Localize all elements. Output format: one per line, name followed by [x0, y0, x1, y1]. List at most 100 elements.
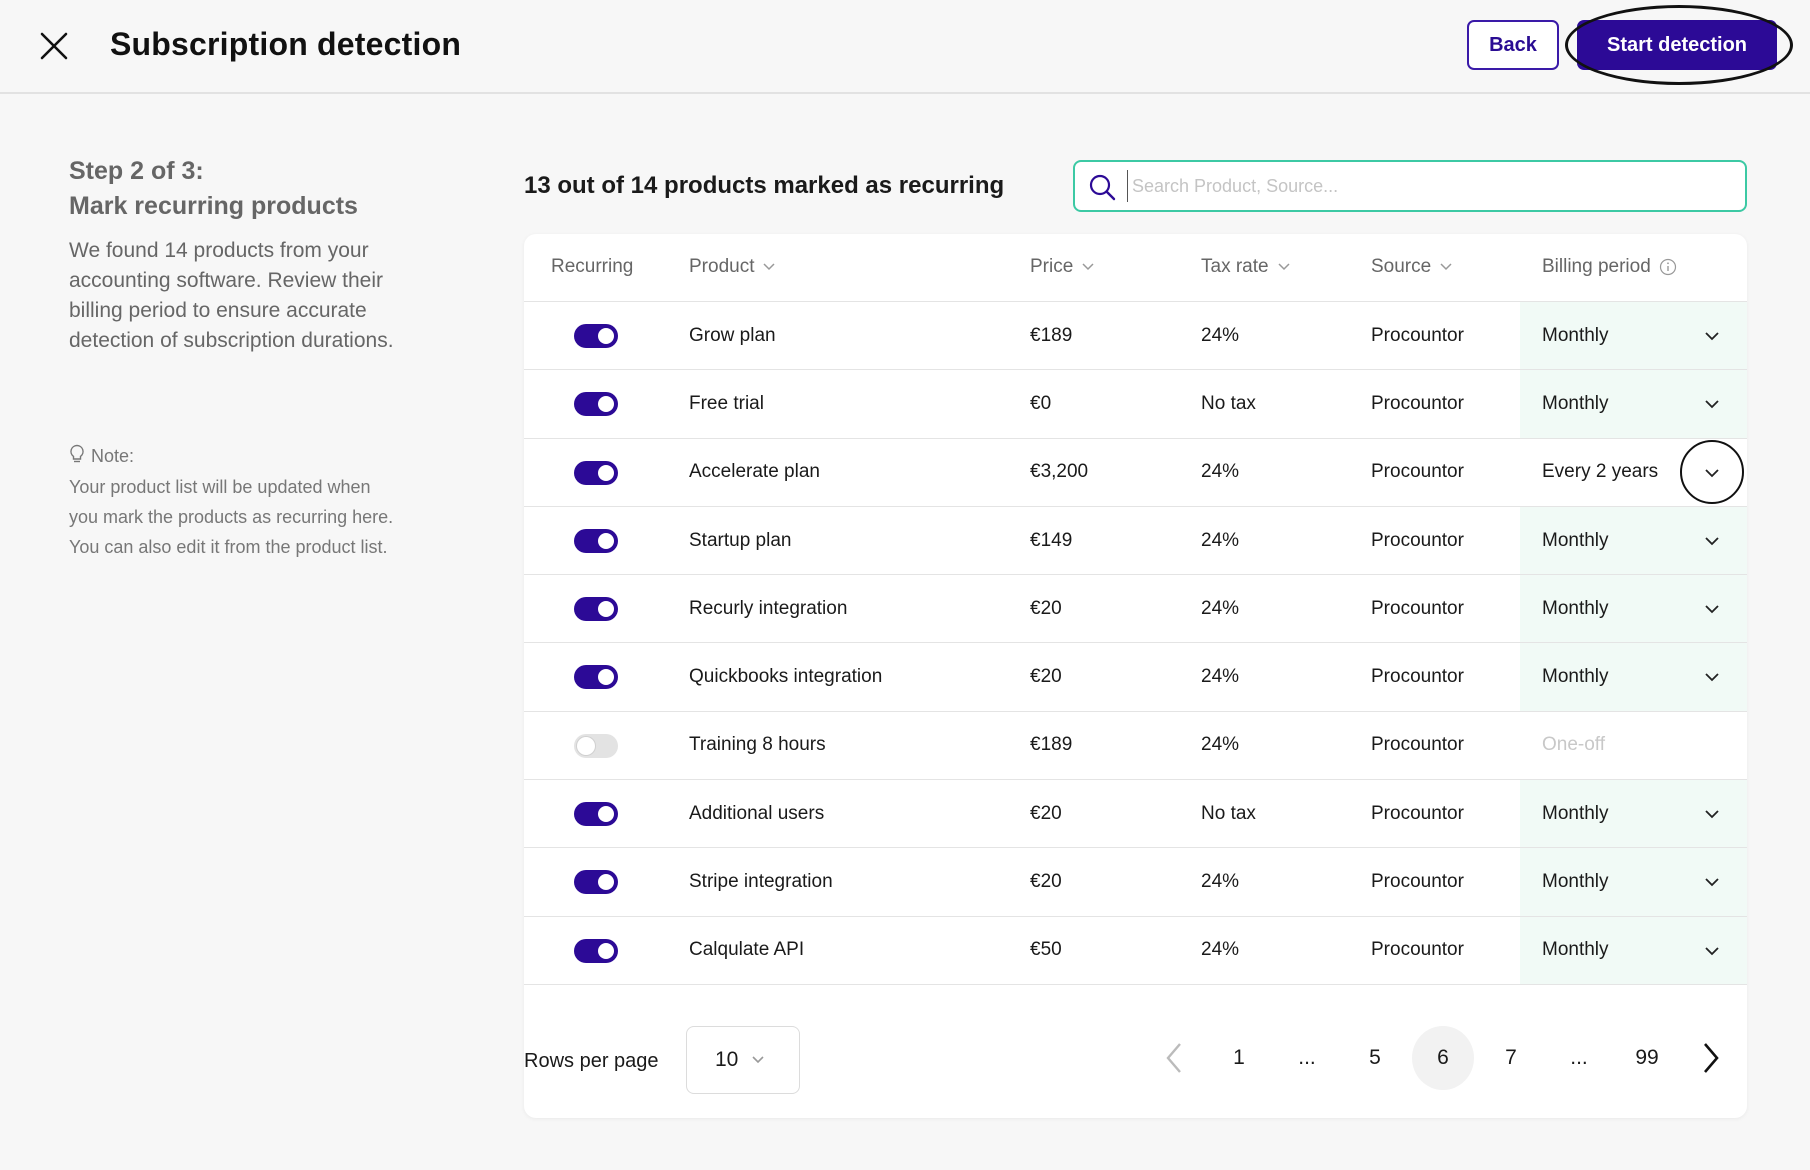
tax-rate: No tax — [1201, 802, 1256, 824]
recurring-toggle[interactable] — [574, 324, 618, 348]
tax-rate: 24% — [1201, 461, 1240, 483]
header-billing-period-label: Billing period — [1542, 256, 1651, 277]
source: Procountor — [1371, 666, 1464, 688]
price: €20 — [1030, 666, 1062, 688]
product-name: Quickbooks integration — [689, 666, 883, 688]
product-name: Stripe integration — [689, 871, 833, 893]
search-input[interactable] — [1127, 170, 1727, 202]
recurring-count: 13 out of 14 products marked as recurrin… — [524, 172, 1005, 199]
note-label: Note: — [91, 446, 135, 466]
header-tax-rate[interactable]: Tax rate — [1201, 256, 1291, 278]
billing-period-select[interactable]: Monthly — [1520, 575, 1747, 643]
header-price[interactable]: Price — [1030, 256, 1095, 278]
page-ellipsis: ... — [1298, 1046, 1316, 1069]
tax-rate: No tax — [1201, 392, 1256, 414]
header-product-label: Product — [689, 256, 755, 277]
close-icon[interactable] — [36, 28, 72, 64]
products-table: Recurring Product Price Tax rate Source … — [524, 234, 1747, 1118]
source: Procountor — [1371, 939, 1464, 961]
table-row: Calqulate API €50 24% Procountor Monthly — [524, 916, 1747, 985]
product-name: Recurly integration — [689, 597, 848, 619]
back-button[interactable]: Back — [1467, 20, 1559, 70]
chevron-down-icon[interactable] — [1702, 463, 1722, 483]
price: €3,200 — [1030, 461, 1089, 483]
table-row: Stripe integration €20 24% Procountor Mo… — [524, 848, 1747, 917]
recurring-toggle[interactable] — [574, 802, 618, 827]
page-button-current[interactable]: 6 — [1412, 1026, 1474, 1090]
chevron-down-icon[interactable] — [1702, 531, 1722, 551]
product-name: Calqulate API — [689, 939, 805, 961]
header-recurring: Recurring — [551, 256, 633, 278]
billing-period-value: Monthly — [1542, 529, 1609, 551]
top-bar: Subscription detection Back Start detect… — [0, 0, 1810, 94]
chevron-down-icon[interactable] — [1702, 872, 1722, 892]
recurring-toggle[interactable] — [574, 938, 618, 963]
source: Procountor — [1371, 461, 1464, 483]
price: €0 — [1030, 392, 1052, 414]
next-page-button[interactable] — [1680, 1026, 1742, 1090]
header-product[interactable]: Product — [689, 256, 776, 278]
chevron-down-icon[interactable] — [1702, 326, 1722, 346]
recurring-toggle[interactable] — [574, 597, 618, 622]
billing-period-select[interactable]: Monthly — [1520, 643, 1747, 711]
source: Procountor — [1371, 324, 1464, 346]
header-source-label: Source — [1371, 256, 1432, 277]
header-source[interactable]: Source — [1371, 256, 1453, 278]
recurring-toggle[interactable] — [574, 460, 618, 485]
billing-period-value: Monthly — [1542, 324, 1609, 346]
rows-per-page-select[interactable]: 10 — [686, 1026, 800, 1094]
billing-period-select[interactable]: Monthly — [1520, 848, 1747, 916]
price: €50 — [1030, 939, 1062, 961]
table-row: Recurly integration €20 24% Procountor M… — [524, 575, 1747, 644]
billing-period-select[interactable]: Monthly — [1520, 302, 1747, 370]
prev-page-button[interactable] — [1143, 1026, 1205, 1090]
lightbulb-icon — [69, 444, 85, 469]
billing-period-value: Monthly — [1542, 666, 1609, 688]
start-detection-button[interactable]: Start detection — [1577, 20, 1777, 70]
chevron-down-icon — [1278, 263, 1290, 271]
table-row: Startup plan €149 24% Procountor Monthly — [524, 506, 1747, 576]
rows-per-page-label: Rows per page — [524, 1050, 659, 1072]
page-ellipsis: ... — [1570, 1046, 1588, 1069]
recurring-toggle[interactable] — [574, 733, 618, 758]
source: Procountor — [1371, 734, 1464, 756]
price: €189 — [1030, 324, 1073, 346]
page-button[interactable]: 99 — [1635, 1046, 1659, 1069]
table-row: Additional users €20 No tax Procountor M… — [524, 780, 1747, 849]
chevron-right-icon — [1704, 1043, 1719, 1073]
table-row: Training 8 hours €189 24% Procountor One… — [524, 711, 1747, 781]
page-button[interactable]: 7 — [1505, 1046, 1517, 1069]
billing-period-select[interactable]: Monthly — [1520, 506, 1747, 575]
price: €189 — [1030, 734, 1073, 756]
chevron-down-icon[interactable] — [1702, 394, 1722, 414]
recurring-toggle[interactable] — [574, 870, 618, 895]
step-heading: Step 2 of 3: Mark recurring products — [69, 154, 409, 224]
price: €20 — [1030, 597, 1062, 619]
billing-period-select[interactable]: Monthly — [1520, 916, 1747, 984]
table-row: Quickbooks integration €20 24% Procounto… — [524, 643, 1747, 712]
chevron-down-icon[interactable] — [1702, 804, 1722, 824]
step-description: We found 14 products from your accountin… — [69, 239, 394, 352]
chevron-down-icon[interactable] — [1702, 599, 1722, 619]
billing-period-select[interactable]: Every 2 years — [1520, 438, 1747, 506]
recurring-toggle[interactable] — [574, 392, 618, 417]
price: €20 — [1030, 871, 1062, 893]
page-button[interactable]: 5 — [1369, 1046, 1381, 1069]
info-icon[interactable] — [1659, 258, 1677, 276]
page-button[interactable]: 1 — [1233, 1046, 1245, 1069]
header-recurring-label: Recurring — [551, 256, 634, 277]
source: Procountor — [1371, 802, 1464, 824]
recurring-toggle[interactable] — [574, 528, 618, 553]
chevron-left-icon — [1166, 1043, 1181, 1073]
search-box[interactable] — [1073, 160, 1747, 212]
chevron-down-icon — [1440, 263, 1452, 271]
source: Procountor — [1371, 392, 1464, 414]
chevron-down-icon — [1082, 263, 1094, 271]
chevron-down-icon[interactable] — [1702, 941, 1722, 961]
billing-period-select[interactable]: Monthly — [1520, 780, 1747, 848]
step-counter: Step 2 of 3: — [69, 157, 204, 185]
billing-period-value: Monthly — [1542, 802, 1609, 824]
recurring-toggle[interactable] — [574, 665, 618, 690]
billing-period-select[interactable]: Monthly — [1520, 370, 1747, 438]
chevron-down-icon[interactable] — [1702, 667, 1722, 687]
